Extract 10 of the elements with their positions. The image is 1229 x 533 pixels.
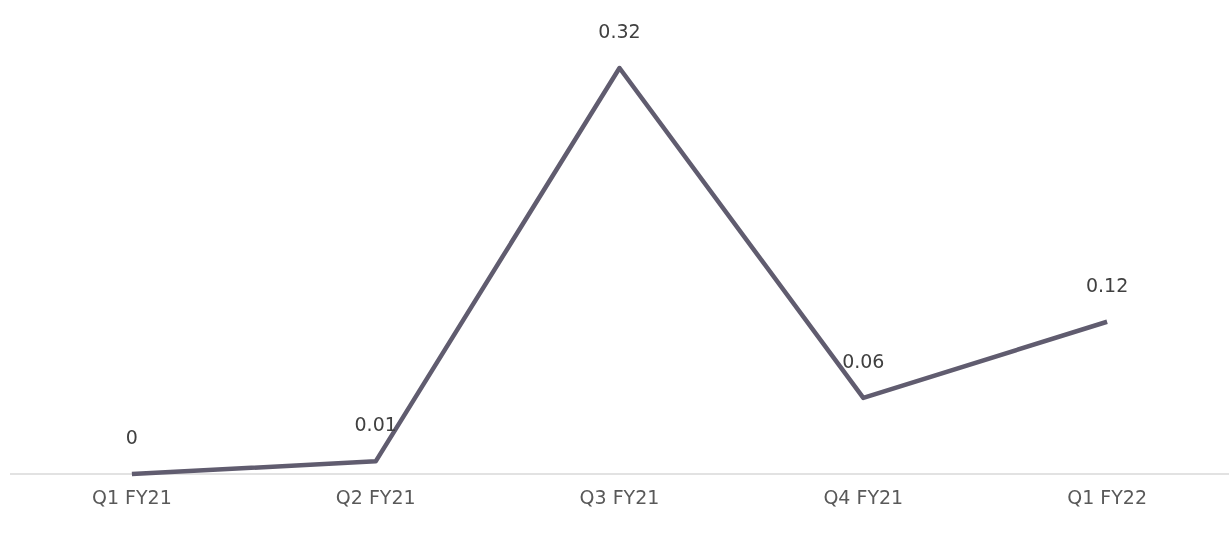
x-tick-label: Q4 FY21 [823,486,904,508]
x-tick-label: Q1 FY22 [1067,486,1147,508]
data-label: 0.12 [1085,273,1129,296]
data-label: 0.32 [598,20,641,42]
x-tick-label: Q3 FY21 [579,486,660,508]
data-label: 0.01 [354,413,397,436]
data-label: 0.06 [842,349,885,372]
x-tick-label: Q1 FY21 [92,486,172,508]
x-tick-label: Q2 FY21 [335,486,416,508]
data-label: 0 [125,426,138,448]
